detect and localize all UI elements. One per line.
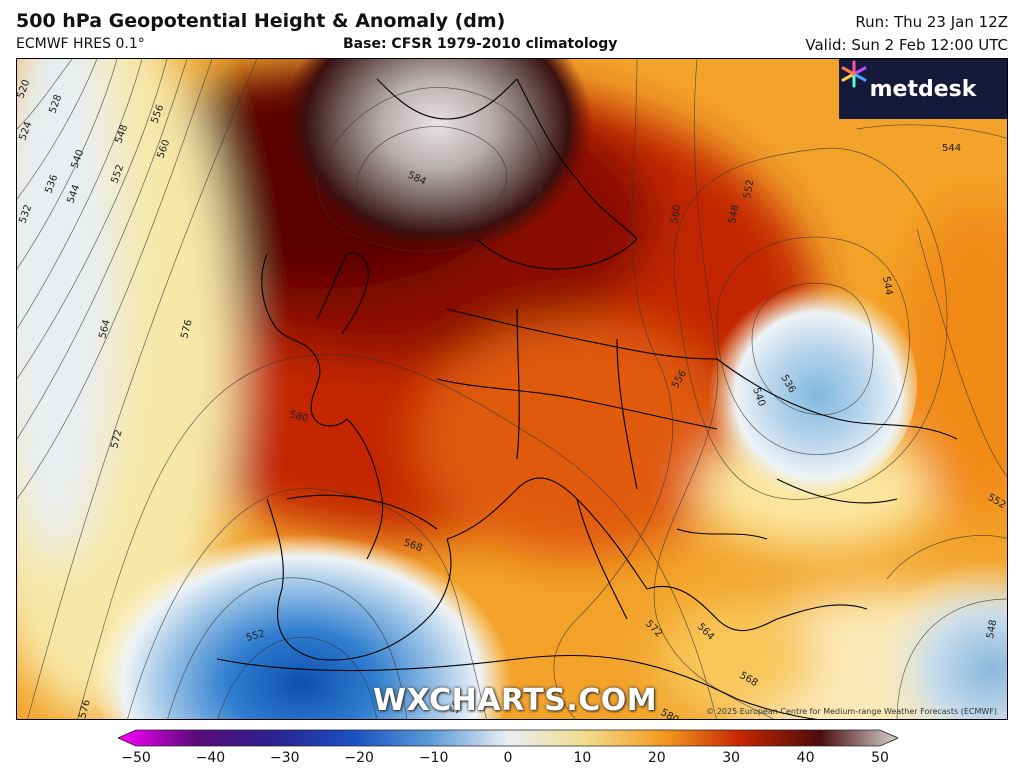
map-canvas: 520 524 528 532 536 540 544 548 552 556 … — [17, 59, 1007, 720]
contour-label: 552 — [245, 628, 266, 644]
model-label: ECMWF HRES 0.1° — [16, 36, 145, 52]
colorbar-tick-label: 30 — [722, 750, 741, 766]
metdesk-logo-text: metdesk — [869, 76, 977, 102]
coastlines — [216, 78, 958, 719]
contour-label: 580 — [288, 409, 309, 425]
colorbar-tick-label: −50 — [121, 750, 151, 766]
contour-label: 576 — [179, 318, 195, 339]
colorbar-tick-label: −40 — [195, 750, 226, 766]
wxcharts-watermark: WXCHARTS.COM — [373, 683, 658, 718]
colorbar-strip — [118, 729, 898, 747]
metdesk-logo: metdesk — [839, 59, 1007, 119]
contour-label: 560 — [669, 204, 683, 225]
contour-label: 564 — [97, 318, 113, 339]
colorbar-tick-label: 40 — [796, 750, 815, 766]
height-contours — [17, 59, 1007, 719]
contour-label: 544 — [880, 276, 894, 297]
colorbar-tick-label: −10 — [418, 750, 449, 766]
contour-label: 572 — [109, 428, 125, 449]
colorbar-tick-label: 10 — [573, 750, 592, 766]
contour-label: 552 — [742, 179, 756, 200]
colorbar-tick-label: −30 — [270, 750, 300, 766]
contour-label: 564 — [449, 693, 465, 714]
contour-label: 548 — [727, 204, 741, 225]
chart-title: 500 hPa Geopotential Height & Anomaly (d… — [16, 10, 506, 32]
climatology-base-label: Base: CFSR 1979-2010 climatology — [343, 36, 618, 52]
metdesk-star-icon — [841, 60, 867, 88]
anomaly-colorbar — [118, 729, 898, 747]
contour-label: 580 — [659, 707, 681, 720]
valid-time-label: Valid: Sun 2 Feb 12:00 UTC — [805, 36, 1008, 54]
copyright-notice: © 2025 European Centre for Medium-range … — [706, 707, 997, 716]
run-time-label: Run: Thu 23 Jan 12Z — [855, 13, 1008, 31]
contour-label: 544 — [942, 143, 961, 154]
colorbar-tick-label: 20 — [647, 750, 666, 766]
contour-label: 548 — [985, 619, 999, 640]
contour-label: 576 — [77, 698, 93, 719]
colorbar-tick-label: −20 — [344, 750, 374, 766]
colorbar-tick-label: 0 — [503, 750, 513, 766]
anomaly-map: 520 524 528 532 536 540 544 548 552 556 … — [16, 58, 1008, 720]
colorbar-tick-label: 50 — [871, 750, 889, 766]
